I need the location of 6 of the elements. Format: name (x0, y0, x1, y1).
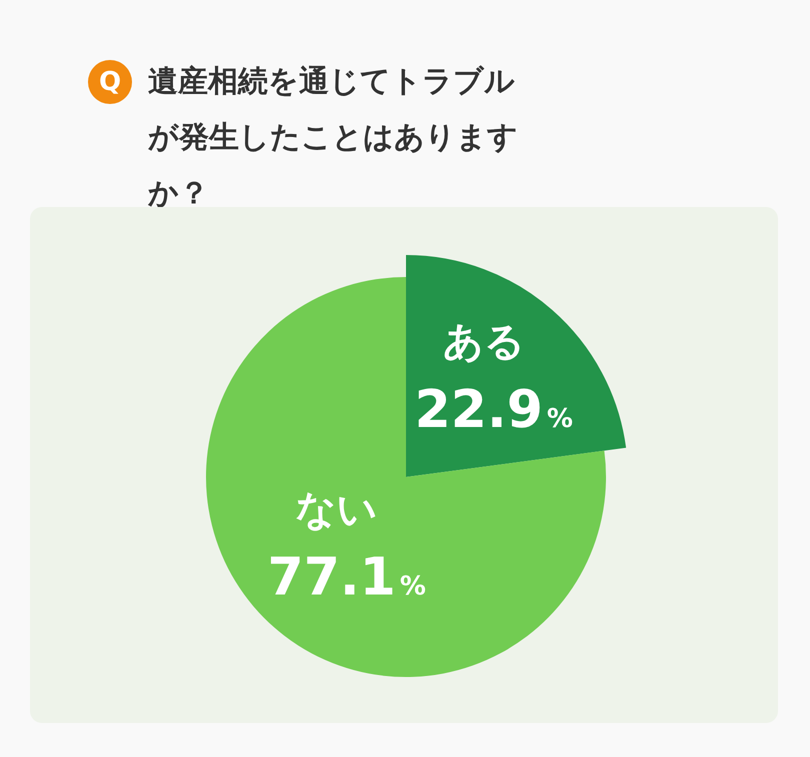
slice-label: ない (296, 487, 378, 534)
data-label: 77.1% (268, 548, 426, 608)
text: Q (88, 60, 132, 104)
data-label: 22.9% (414, 380, 573, 440)
slice-label: ある (442, 319, 525, 366)
chart-title: 遺産相続を通じてトラブルが発生したことはありますか？ (148, 63, 519, 213)
